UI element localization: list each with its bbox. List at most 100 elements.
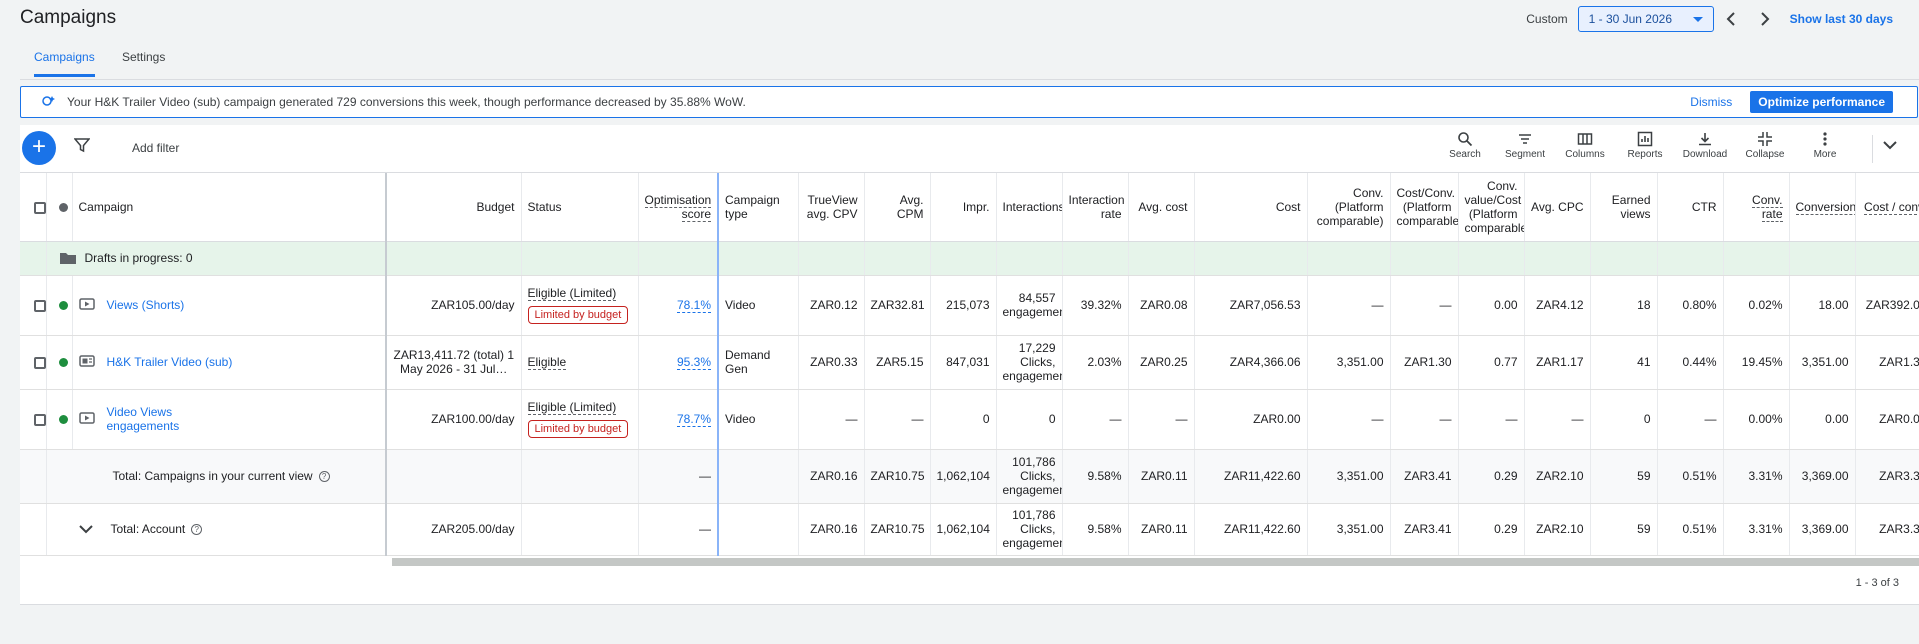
- row-checkbox[interactable]: [34, 413, 45, 426]
- column-conv-value-cost[interactable]: Conv. value/Cost (Platform comparable): [1458, 173, 1525, 242]
- tab-settings[interactable]: Settings: [122, 50, 166, 64]
- column-earned-views[interactable]: Earned views: [1590, 173, 1658, 242]
- row-select-cell: [20, 389, 47, 450]
- more-tool-label: More: [1813, 149, 1837, 160]
- limited-by-budget-badge[interactable]: Limited by budget: [527, 306, 629, 324]
- column-cost[interactable]: Cost: [1194, 173, 1308, 242]
- budget-cell[interactable]: ZAR13,411.72 (total) 1 May 2026 - 31 Jul…: [386, 335, 522, 390]
- help-icon[interactable]: ?: [318, 471, 330, 483]
- account-avg-cpc-cell: ZAR2.10: [1524, 503, 1591, 556]
- column-optimisation-score[interactable]: Optimisation score: [638, 173, 719, 242]
- column-campaign[interactable]: Campaign: [72, 173, 387, 242]
- previous-period-button[interactable]: [1714, 4, 1748, 34]
- total-opt-score-cell: —: [638, 449, 719, 504]
- avg-cost-cell: ZAR0.08: [1128, 275, 1195, 336]
- conv-rate-cell: 0.02%: [1723, 275, 1790, 336]
- more-tool-button[interactable]: More: [1795, 131, 1855, 160]
- dismiss-button[interactable]: Dismiss: [1690, 95, 1733, 109]
- account-spacer-cell: [20, 503, 47, 556]
- expand-chevron-icon[interactable]: [78, 524, 93, 534]
- enabled-status-dot-icon[interactable]: [58, 358, 68, 368]
- add-campaign-button[interactable]: +: [22, 131, 56, 165]
- status-dot-icon: [58, 203, 68, 213]
- campaign-type-cell: Demand Gen: [718, 335, 799, 390]
- total-cost-per-conv-cell: ZAR3.39: [1855, 449, 1919, 504]
- segment-tool-button[interactable]: Segment: [1495, 131, 1555, 160]
- column-avg-cpm[interactable]: Avg. CPM: [864, 173, 931, 242]
- column-status[interactable]: Status: [521, 173, 639, 242]
- status-text[interactable]: Eligible (Limited): [527, 286, 617, 301]
- download-tool-button[interactable]: Download: [1675, 131, 1735, 160]
- column-budget[interactable]: Budget: [386, 173, 522, 242]
- account-budget-cell: ZAR205.00/day: [386, 503, 522, 556]
- top-bar: Campaigns Custom 1 - 30 Jun 2026 Show la…: [0, 0, 1919, 38]
- campaign-name-link[interactable]: H&K Trailer Video (sub): [106, 355, 233, 369]
- add-filter-button[interactable]: Add filter: [132, 141, 180, 155]
- column-cost-per-conv[interactable]: Cost / conv.: [1855, 173, 1919, 242]
- table-row[interactable]: Views (Shorts) ZAR105.00/day Eligible (L…: [20, 275, 1919, 336]
- cost-per-conv-cell: ZAR0.00: [1855, 389, 1919, 450]
- row-checkbox[interactable]: [34, 299, 45, 312]
- enabled-status-dot-icon[interactable]: [58, 301, 68, 311]
- total-cost-cell: ZAR11,422.60: [1194, 449, 1308, 504]
- dropdown-caret-icon: [1692, 16, 1703, 22]
- tab-campaigns[interactable]: Campaigns: [34, 50, 95, 77]
- status-text[interactable]: Eligible (Limited): [527, 400, 617, 415]
- interactions-cell: 17,229 Clicks, engagements: [996, 335, 1063, 390]
- search-icon: [1458, 132, 1473, 147]
- drafts-cell-blank: [1458, 241, 1525, 276]
- search-tool-button[interactable]: Search: [1435, 131, 1495, 160]
- column-interactions[interactable]: Interactions: [996, 173, 1063, 242]
- horizontal-scrollbar[interactable]: [392, 558, 1919, 566]
- conv-value-cost-cell: —: [1458, 389, 1525, 450]
- expand-toolbar-button[interactable]: [1883, 139, 1897, 153]
- column-conv-platform[interactable]: Conv. (Platform comparable): [1307, 173, 1391, 242]
- column-campaign-type[interactable]: Campaign type: [718, 173, 799, 242]
- opt-score-link[interactable]: 95.3%: [676, 355, 711, 370]
- drafts-cell-blank: [996, 241, 1063, 276]
- table-row[interactable]: H&K Trailer Video (sub) ZAR13,411.72 (to…: [20, 335, 1919, 390]
- status-text[interactable]: Eligible: [527, 355, 567, 370]
- table-row[interactable]: Video Views engagements ZAR100.00/day El…: [20, 389, 1919, 450]
- total-label-cell: Total: Campaigns in your current view?: [46, 449, 387, 504]
- account-cost-cell: ZAR11,422.60: [1194, 503, 1308, 556]
- cost-conv-platform-cell: —: [1390, 275, 1459, 336]
- enabled-status-dot-icon[interactable]: [58, 415, 68, 425]
- reports-tool-button[interactable]: Reports: [1615, 131, 1675, 160]
- budget-cell[interactable]: ZAR105.00/day: [386, 275, 522, 336]
- column-conv-rate[interactable]: Conv. rate: [1723, 173, 1790, 242]
- interaction-rate-cell: 39.32%: [1062, 275, 1129, 336]
- next-period-button[interactable]: [1748, 4, 1782, 34]
- help-icon[interactable]: ?: [191, 523, 203, 535]
- column-conversions[interactable]: Conversions: [1789, 173, 1856, 242]
- columns-tool-button[interactable]: Columns: [1555, 131, 1615, 160]
- interactions-cell: 84,557 engagements: [996, 275, 1063, 336]
- filter-icon[interactable]: [73, 137, 91, 156]
- column-cost-conv-platform[interactable]: Cost/Conv. (Platform comparable): [1390, 173, 1459, 242]
- campaign-name-link[interactable]: Video Views engagements: [106, 405, 180, 433]
- ctr-cell: 0.44%: [1657, 335, 1724, 390]
- column-trueview-avg-cpv[interactable]: TrueView avg. CPV: [798, 173, 865, 242]
- columns-icon: [1577, 133, 1593, 145]
- date-range-select[interactable]: 1 - 30 Jun 2026: [1577, 6, 1714, 32]
- drafts-row[interactable]: Drafts in progress: 0: [20, 241, 1919, 276]
- campaign-name-link[interactable]: Views (Shorts): [106, 298, 185, 312]
- budget-cell[interactable]: ZAR100.00/day: [386, 389, 522, 450]
- column-ctr[interactable]: CTR: [1657, 173, 1724, 242]
- account-cost-conv-platform-cell: ZAR3.41: [1390, 503, 1459, 556]
- limited-by-budget-badge[interactable]: Limited by budget: [527, 420, 629, 438]
- opt-score-link[interactable]: 78.1%: [676, 298, 711, 313]
- column-impressions[interactable]: Impr.: [930, 173, 997, 242]
- conversions-cell: 18.00: [1789, 275, 1856, 336]
- row-checkbox[interactable]: [34, 356, 45, 369]
- opt-score-link[interactable]: 78.7%: [676, 412, 711, 427]
- show-last-30-days-link[interactable]: Show last 30 days: [1789, 12, 1893, 26]
- collapse-tool-label: Collapse: [1745, 149, 1785, 160]
- ctr-cell: 0.80%: [1657, 275, 1724, 336]
- select-all-checkbox[interactable]: [34, 201, 45, 214]
- column-avg-cost[interactable]: Avg. cost: [1128, 173, 1195, 242]
- collapse-tool-button[interactable]: Collapse: [1735, 131, 1795, 160]
- column-avg-cpc[interactable]: Avg. CPC: [1524, 173, 1591, 242]
- optimize-performance-button[interactable]: Optimize performance: [1750, 91, 1893, 113]
- column-interaction-rate[interactable]: Interaction rate: [1062, 173, 1129, 242]
